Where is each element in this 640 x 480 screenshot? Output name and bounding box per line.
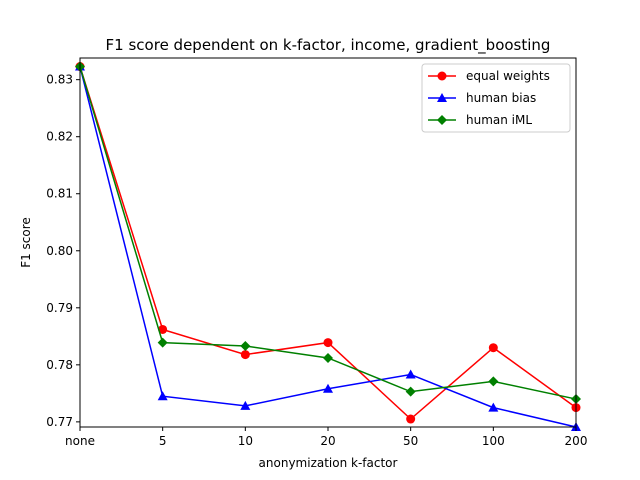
x-tick-label: 100 bbox=[482, 434, 505, 448]
x-tick-label: none bbox=[65, 434, 95, 448]
data-point bbox=[323, 352, 333, 363]
x-tick-label: 5 bbox=[159, 434, 167, 448]
data-point bbox=[323, 338, 333, 348]
legend-item: human bias bbox=[428, 91, 536, 105]
x-tick-label: 10 bbox=[238, 434, 253, 448]
y-tick-label: 0.78 bbox=[46, 358, 73, 372]
x-tick-label: 20 bbox=[320, 434, 335, 448]
y-tick-label: 0.81 bbox=[46, 187, 73, 201]
data-point bbox=[405, 369, 416, 379]
legend-marker bbox=[437, 93, 447, 102]
x-axis-label: anonymization k-factor bbox=[259, 456, 398, 470]
legend-item: equal weights bbox=[428, 69, 550, 83]
y-tick-label: 0.79 bbox=[46, 301, 73, 315]
x-axis: none 5 10 20 50 100 200 bbox=[65, 427, 587, 448]
y-axis: 0.77 0.78 0.79 0.80 0.81 0.82 0.83 bbox=[46, 73, 80, 429]
y-tick-label: 0.80 bbox=[46, 244, 73, 258]
x-tick-label: 50 bbox=[403, 434, 418, 448]
data-point bbox=[488, 376, 499, 387]
data-point bbox=[405, 386, 416, 397]
legend-marker bbox=[437, 71, 447, 81]
data-point bbox=[488, 402, 499, 412]
legend-label: human bias bbox=[466, 91, 536, 105]
data-point bbox=[488, 343, 498, 353]
y-tick-label: 0.77 bbox=[46, 415, 73, 429]
chart-title: F1 score dependent on k-factor, income, … bbox=[106, 36, 551, 55]
data-point bbox=[406, 414, 416, 424]
data-point bbox=[240, 400, 251, 410]
y-tick-label: 0.82 bbox=[46, 130, 73, 144]
series-2 bbox=[75, 61, 581, 405]
y-axis-label: F1 score bbox=[19, 217, 33, 268]
data-point bbox=[158, 324, 168, 334]
data-point bbox=[157, 337, 168, 348]
data-point bbox=[240, 350, 250, 360]
data-point bbox=[240, 341, 251, 352]
data-point bbox=[157, 391, 168, 401]
legend-label: equal weights bbox=[466, 69, 550, 83]
x-tick-label: 200 bbox=[565, 434, 588, 448]
legend-label: human iML bbox=[466, 113, 532, 127]
data-point bbox=[323, 383, 333, 393]
legend-marker bbox=[437, 115, 447, 125]
y-tick-label: 0.83 bbox=[46, 73, 73, 87]
legend-box bbox=[421, 63, 571, 133]
legend-item: human iML bbox=[428, 113, 532, 127]
legend: equal weights human bias human iML bbox=[421, 63, 571, 133]
